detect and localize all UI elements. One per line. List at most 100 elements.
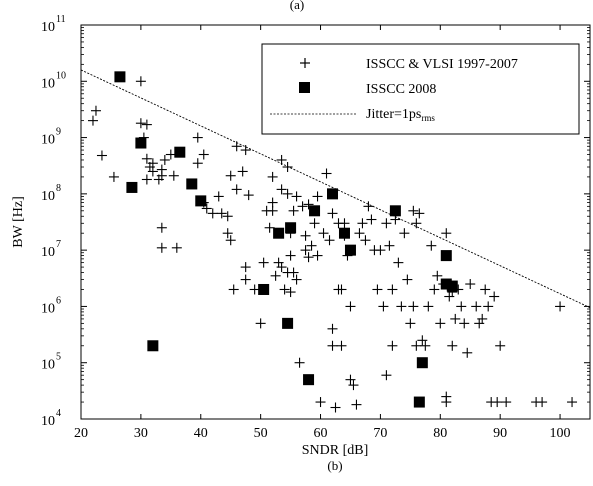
square-point xyxy=(344,244,356,256)
y-tick-label-base: 10 xyxy=(41,358,55,373)
legend-label-series-3-main: Jitter=1ps xyxy=(366,107,421,122)
y-tick-label: 10 xyxy=(41,245,55,260)
plus-point xyxy=(429,284,440,295)
plus-point xyxy=(222,211,233,222)
plus-point xyxy=(408,301,419,312)
plus-point xyxy=(276,262,287,273)
plus-point xyxy=(426,240,437,251)
plus-point xyxy=(309,218,320,229)
y-axis-label: BW [Hz] xyxy=(11,196,26,247)
plus-point xyxy=(555,301,566,312)
y-tick-label: 10 xyxy=(41,358,55,373)
plus-point xyxy=(291,274,302,285)
plus-point xyxy=(375,245,386,256)
y-tick-label-exponent: 9 xyxy=(56,127,61,138)
plus-point xyxy=(288,205,299,216)
plus-point xyxy=(240,145,251,156)
plus-point xyxy=(321,168,332,179)
plus-point xyxy=(357,218,368,229)
y-tick-label-base: 10 xyxy=(41,189,55,204)
y-tick-label-base: 10 xyxy=(41,245,55,260)
y-tick-label: 10 xyxy=(41,133,55,148)
square-point xyxy=(258,283,270,295)
plus-point xyxy=(282,162,293,173)
plus-point xyxy=(501,397,512,408)
plus-point xyxy=(387,284,398,295)
plus-point xyxy=(165,149,176,160)
plus-point xyxy=(276,184,287,195)
square-point xyxy=(174,146,186,158)
plus-point xyxy=(345,374,356,385)
plus-point xyxy=(435,318,446,329)
caption-top: (a) xyxy=(290,0,304,12)
plus-point xyxy=(216,208,227,219)
plus-point xyxy=(159,154,170,165)
legend-square-icon xyxy=(299,82,310,93)
plus-point xyxy=(249,284,260,295)
square-point xyxy=(303,374,315,386)
plus-point xyxy=(192,158,203,169)
plus-point xyxy=(240,262,251,273)
y-tick-label: 10 xyxy=(41,301,55,316)
plus-point xyxy=(285,250,296,261)
plus-point xyxy=(354,228,365,239)
plus-point xyxy=(156,222,167,233)
square-point xyxy=(195,195,207,207)
legend-plus-icon xyxy=(300,58,310,68)
x-tick-label: 60 xyxy=(314,426,328,441)
plus-point xyxy=(141,174,152,185)
plus-point xyxy=(420,340,431,351)
plus-point xyxy=(441,228,452,239)
square-point xyxy=(389,205,401,217)
series-3 xyxy=(80,69,591,309)
x-tick-label: 90 xyxy=(493,426,507,441)
plus-point xyxy=(270,270,281,281)
square-point xyxy=(147,340,159,352)
plus-point xyxy=(423,301,434,312)
plus-point xyxy=(243,190,254,201)
y-tick-label-exponent: 5 xyxy=(56,352,61,363)
y-tick-label: 10 xyxy=(41,189,55,204)
plus-point xyxy=(411,340,422,351)
plus-point xyxy=(360,235,371,246)
plus-point xyxy=(135,118,146,129)
plus-point xyxy=(306,240,317,251)
x-tick-label: 80 xyxy=(433,426,447,441)
series-2 xyxy=(114,71,458,408)
plus-point xyxy=(300,245,311,256)
plus-point xyxy=(414,208,425,219)
plus-point xyxy=(255,318,266,329)
x-tick-labels: 20 30 40 50 60 70 80 90 100 xyxy=(74,426,571,441)
plus-point xyxy=(267,197,278,208)
plus-point xyxy=(168,170,179,181)
plus-point xyxy=(303,199,314,210)
plus-point xyxy=(483,301,494,312)
plus-point xyxy=(399,228,410,239)
plus-point xyxy=(297,201,308,212)
plus-point xyxy=(480,284,491,295)
legend-label-series-1: ISSCC & VLSI 1997-2007 xyxy=(366,57,518,72)
plus-point xyxy=(567,397,578,408)
plus-point xyxy=(327,208,338,219)
square-point xyxy=(446,280,458,292)
plus-point xyxy=(462,347,473,358)
plus-point xyxy=(312,191,323,202)
plus-point xyxy=(192,132,203,143)
square-point xyxy=(416,357,428,369)
caption-bottom: (b) xyxy=(327,458,342,473)
plus-point xyxy=(96,150,107,161)
plus-point xyxy=(471,301,482,312)
square-point xyxy=(440,278,452,290)
square-point xyxy=(282,317,294,329)
square-point xyxy=(135,137,147,149)
plus-point xyxy=(489,291,500,302)
plus-point xyxy=(432,270,443,281)
plus-point xyxy=(312,250,323,261)
plus-point xyxy=(447,340,458,351)
legend: ISSCC & VLSI 1997-2007 ISSCC 2008 Jitter… xyxy=(261,43,580,135)
plus-point xyxy=(402,274,413,285)
plus-point xyxy=(267,171,278,182)
square-point xyxy=(285,222,297,234)
